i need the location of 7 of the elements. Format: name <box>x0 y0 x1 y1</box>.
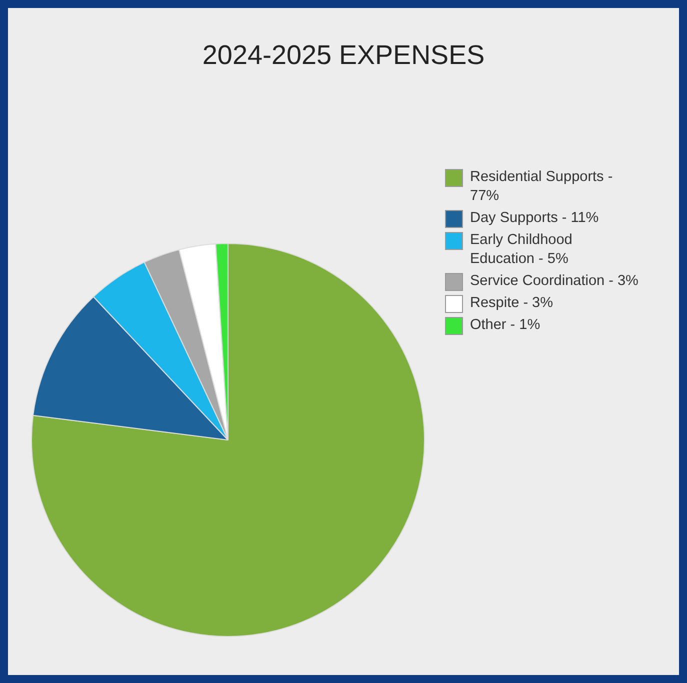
legend-label: Residential Supports - 77% <box>470 168 614 206</box>
legend-label: Other - 1% <box>470 316 540 335</box>
legend-label: Early Childhood Education - 5% <box>470 231 574 269</box>
chart-title: 2024-2025 EXPENSES <box>201 40 486 71</box>
legend-label: Day Supports - 11% <box>470 209 599 228</box>
legend-label: Respite - 3% <box>470 294 554 313</box>
legend-label: Service Coordination - 3% <box>470 272 638 291</box>
